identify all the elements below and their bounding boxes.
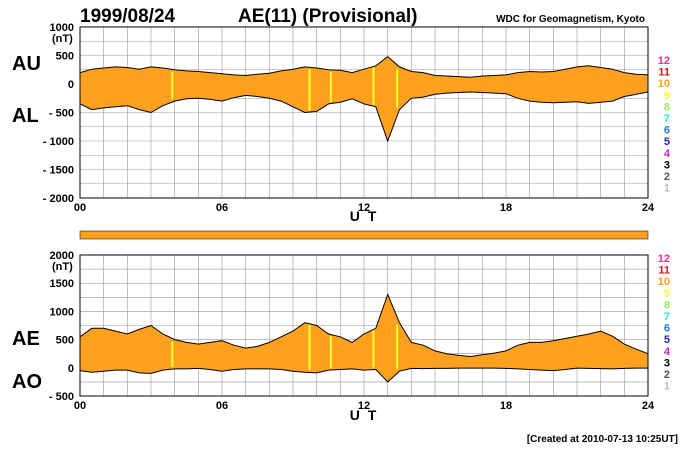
source-label: WDC for Geomagnetism, Kyoto [496, 14, 645, 25]
scale-label: 9 [664, 288, 670, 300]
scale-label: 3 [664, 159, 670, 171]
y-tick-label: - 1000 [43, 136, 74, 148]
scale-label: 6 [664, 323, 670, 335]
x-tick-label: 06 [216, 202, 228, 214]
au-label: AU [12, 53, 41, 75]
al-label: AL [12, 105, 39, 127]
y-tick-label: 2000 [50, 250, 74, 262]
scale-label: 12 [658, 253, 670, 265]
scale-label: 7 [664, 113, 670, 125]
ae-label: AE [12, 328, 40, 350]
x-tick-label: 12 [358, 202, 370, 214]
scale-label: 5 [664, 136, 670, 148]
scale-label: 2 [664, 171, 670, 183]
scale-label: 6 [664, 125, 670, 137]
scale-label: 2 [664, 369, 670, 381]
top-unit-label: (nT) [52, 33, 73, 45]
date-label: 1999/08/24 [80, 6, 176, 27]
y-tick-label: 1500 [50, 278, 74, 290]
scale-label: 5 [664, 334, 670, 346]
envelope-fill [80, 56, 648, 141]
x-tick-label: 24 [642, 202, 655, 214]
bottom-x-axis-title: U T [350, 407, 379, 423]
y-tick-label: 500 [56, 335, 74, 347]
scale-label: 3 [664, 357, 670, 369]
y-tick-label: 0 [68, 79, 74, 91]
envelope-fill [80, 294, 648, 382]
bottom-unit-label: (nT) [52, 261, 73, 273]
x-tick-label: 00 [74, 202, 86, 214]
chart-title: AE(11) (Provisional) [238, 6, 418, 27]
y-tick-label: 1000 [50, 22, 74, 34]
plot-frame [79, 26, 649, 199]
series-line-ae [79, 293, 649, 358]
scale-label: 4 [664, 346, 671, 358]
x-tick-label: 12 [358, 400, 370, 412]
scale-label: 10 [658, 276, 670, 288]
scale-label: 9 [664, 90, 670, 102]
scale-label: 4 [664, 148, 671, 160]
series-line-ao [79, 367, 648, 383]
scale-label: 8 [664, 299, 670, 311]
top-x-axis-title: U T [350, 208, 379, 224]
y-tick-label: - 500 [49, 391, 74, 403]
scale-label: 11 [658, 265, 670, 277]
y-tick-label: - 2000 [43, 193, 74, 205]
scale-label: 8 [664, 101, 670, 113]
y-tick-label: - 500 [49, 108, 74, 120]
series-line-au [79, 55, 649, 78]
x-tick-label: 06 [216, 400, 228, 412]
created-label: [Created at 2010-07-13 10:25UT] [527, 434, 678, 445]
scale-label: 10 [658, 78, 670, 90]
x-tick-label: 00 [74, 400, 86, 412]
y-tick-label: 1000 [50, 306, 74, 318]
plot-frame [79, 254, 649, 397]
scale-label: 7 [664, 311, 670, 323]
y-tick-label: 0 [68, 363, 74, 375]
scale-label: 12 [658, 55, 670, 67]
ao-label: AO [12, 371, 42, 393]
x-tick-label: 18 [500, 202, 512, 214]
y-tick-label: 500 [56, 51, 74, 63]
y-tick-label: - 1500 [43, 165, 74, 177]
activity-strip [79, 230, 649, 240]
scale-label: 1 [664, 381, 670, 393]
scale-label: 1 [664, 183, 670, 195]
scale-label: 11 [658, 67, 670, 79]
x-tick-label: 18 [500, 400, 512, 412]
x-tick-label: 24 [642, 400, 655, 412]
series-line-al [79, 91, 649, 143]
